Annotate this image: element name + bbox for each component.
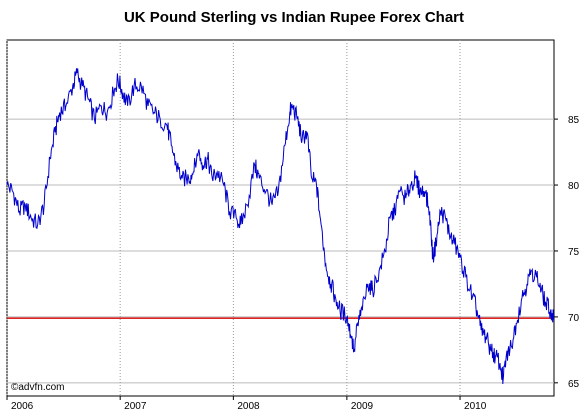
y-tick-label: 75 xyxy=(568,247,580,258)
x-tick-label: 2009 xyxy=(351,401,374,412)
y-tick-label: 65 xyxy=(568,379,580,390)
series-line xyxy=(6,68,555,385)
y-tick-label: 85 xyxy=(568,115,580,126)
x-tick-label: 2006 xyxy=(11,401,34,412)
x-tick-label: 2007 xyxy=(124,401,147,412)
x-tick-label: 2008 xyxy=(237,401,260,412)
x-tick-label: 2010 xyxy=(464,401,487,412)
chart-title: UK Pound Sterling vs Indian Rupee Forex … xyxy=(123,9,465,26)
x-tick-labels: 2006 2007 2008 2009 2010 xyxy=(11,401,487,412)
series-group xyxy=(6,68,555,385)
y-tick-label: 70 xyxy=(568,313,580,324)
watermark-text: ©advfn.com xyxy=(11,382,65,393)
y-tick-label: 80 xyxy=(568,181,580,192)
y-tick-labels: 65 70 75 80 85 xyxy=(568,115,580,390)
plot-area xyxy=(6,39,555,397)
